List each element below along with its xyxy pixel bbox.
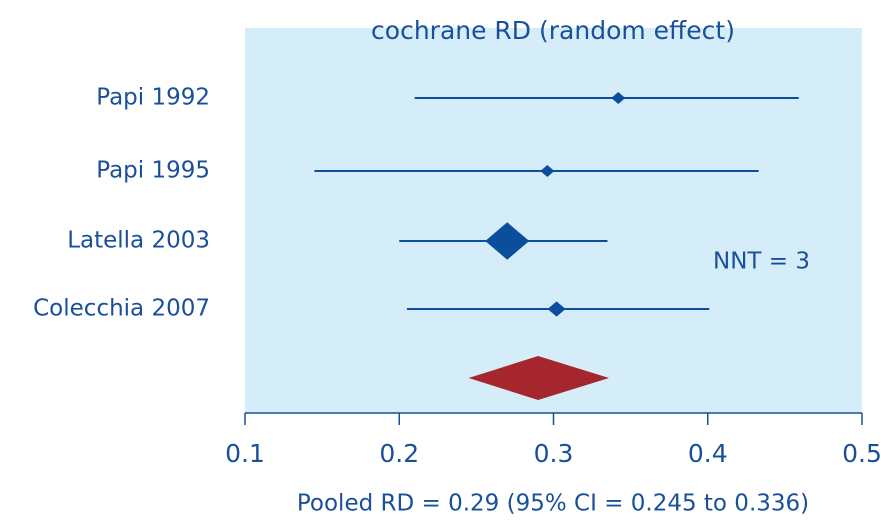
x-tick-label: 0.1 xyxy=(225,439,265,468)
point-estimate xyxy=(611,92,626,104)
study-label: Papi 1995 xyxy=(96,158,210,184)
point-estimate xyxy=(540,165,555,177)
chart-title: cochrane RD (random effect) xyxy=(371,16,735,45)
annotation: NNT = 3 xyxy=(713,249,810,275)
x-tick-label: 0.2 xyxy=(379,439,419,468)
study-label: Colecchia 2007 xyxy=(33,296,210,322)
x-tick-label: 0.5 xyxy=(842,439,881,468)
x-tick-label: 0.4 xyxy=(688,439,728,468)
pooled-diamond xyxy=(468,356,610,400)
study-label: Latella 2003 xyxy=(67,228,210,254)
study-label: Papi 1992 xyxy=(96,85,210,111)
plot-background xyxy=(245,28,862,413)
footer-note: Pooled RD = 0.29 (95% CI = 0.245 to 0.33… xyxy=(297,491,809,517)
point-estimate xyxy=(547,301,566,317)
x-tick-label: 0.3 xyxy=(534,439,574,468)
point-estimate xyxy=(485,222,530,260)
